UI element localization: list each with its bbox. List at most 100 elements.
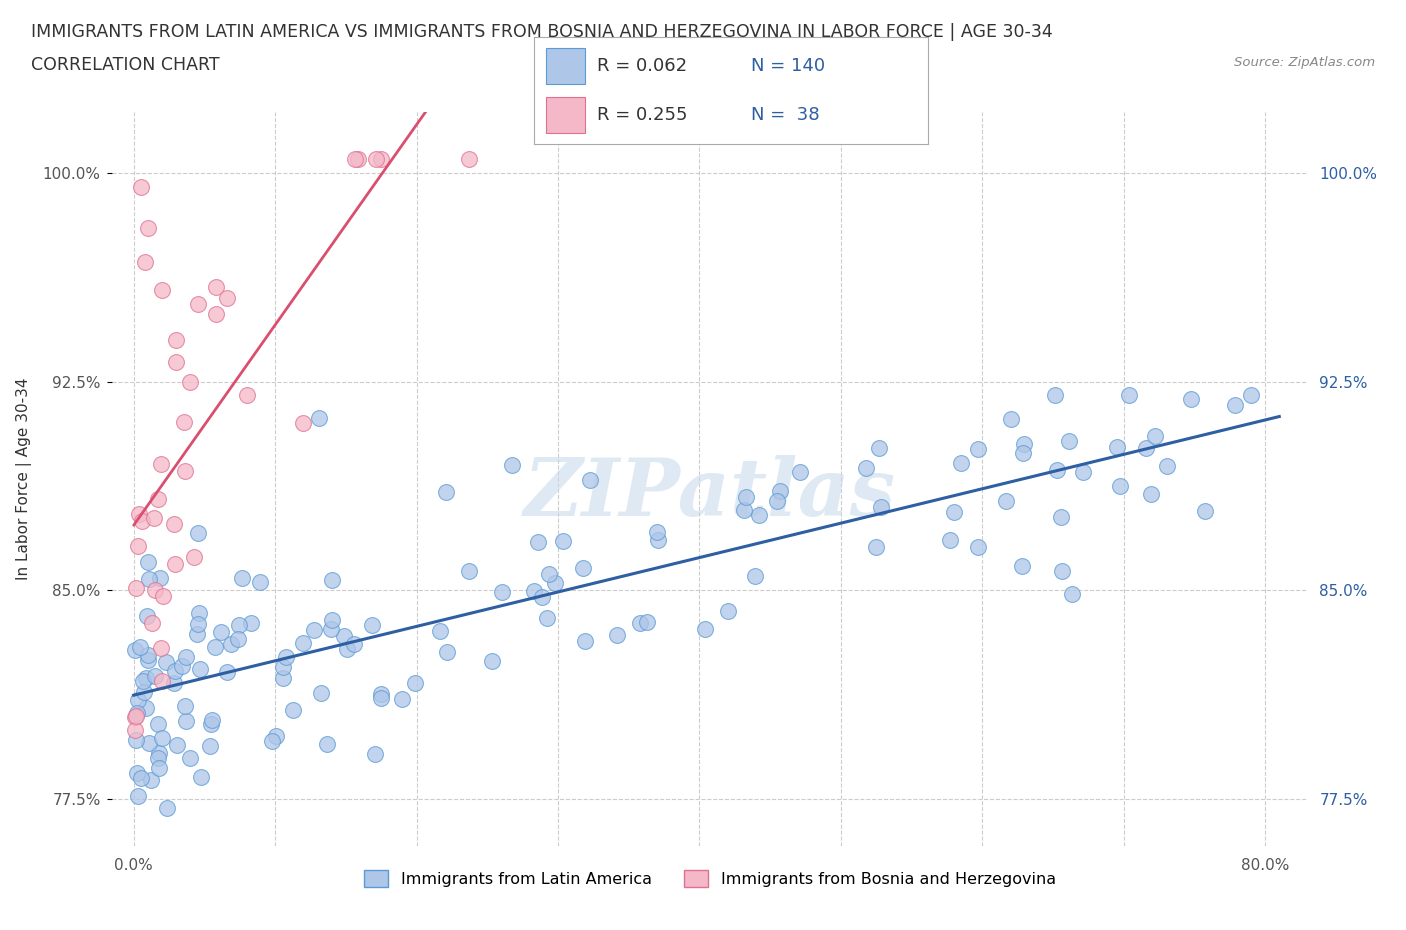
Point — [316, 737, 339, 751]
Point — [364, 152, 387, 166]
Point — [695, 622, 717, 637]
Text: R = 0.062: R = 0.062 — [598, 57, 688, 75]
Point — [128, 507, 150, 522]
Point — [744, 569, 766, 584]
Point — [765, 493, 787, 508]
Point — [370, 152, 392, 166]
Point — [135, 608, 157, 623]
Point — [135, 700, 157, 715]
Point — [143, 669, 166, 684]
Point — [187, 297, 209, 312]
Point — [131, 513, 153, 528]
Point — [205, 279, 228, 294]
Point — [127, 693, 149, 708]
Point — [176, 713, 198, 728]
Point — [1059, 433, 1081, 448]
Point — [789, 464, 811, 479]
Point — [436, 644, 458, 659]
Point — [457, 564, 479, 578]
Point — [239, 615, 262, 630]
Point — [200, 738, 222, 753]
Point — [236, 388, 259, 403]
Point — [308, 411, 330, 426]
Text: ZIPatlas: ZIPatlas — [524, 455, 896, 532]
Point — [1107, 440, 1129, 455]
Point — [1109, 478, 1132, 493]
Point — [129, 640, 152, 655]
Point — [139, 773, 162, 788]
Point — [967, 539, 990, 554]
Point — [264, 728, 287, 743]
Point — [179, 751, 201, 765]
Point — [717, 604, 740, 618]
Point — [1046, 462, 1069, 477]
Point — [165, 332, 187, 347]
Point — [204, 307, 226, 322]
Point — [136, 652, 159, 667]
Point — [124, 723, 146, 737]
Point — [148, 746, 170, 761]
Point — [636, 615, 658, 630]
Point — [186, 626, 208, 641]
Point — [188, 661, 211, 676]
Point — [551, 534, 574, 549]
Point — [142, 511, 165, 525]
Point — [429, 624, 451, 639]
Point — [333, 629, 356, 644]
Point — [173, 698, 195, 713]
Point — [134, 255, 156, 270]
Point — [647, 532, 669, 547]
Point — [187, 605, 209, 620]
Point — [544, 576, 567, 591]
Point — [170, 658, 193, 673]
Point — [136, 554, 159, 569]
Point — [215, 665, 238, 680]
Point — [321, 612, 343, 627]
Point — [190, 770, 212, 785]
Point — [125, 765, 148, 780]
Point — [228, 618, 250, 632]
Point — [302, 622, 325, 637]
Point — [572, 561, 595, 576]
Text: N = 140: N = 140 — [751, 57, 825, 75]
Point — [174, 650, 197, 665]
Point — [347, 152, 370, 166]
Point — [138, 736, 160, 751]
Point — [364, 747, 387, 762]
Point — [274, 649, 297, 664]
Point — [152, 673, 174, 688]
Point — [1011, 559, 1033, 574]
Point — [127, 789, 149, 804]
Point — [149, 641, 172, 656]
Point — [994, 493, 1017, 508]
Point — [174, 463, 197, 478]
Point — [125, 581, 148, 596]
Point — [647, 525, 669, 539]
Point — [735, 490, 758, 505]
Point — [136, 221, 159, 236]
Point — [141, 615, 163, 630]
Point — [966, 442, 988, 457]
FancyBboxPatch shape — [546, 48, 585, 85]
Text: N =  38: N = 38 — [751, 106, 820, 125]
Point — [606, 628, 628, 643]
Point — [1012, 436, 1035, 451]
Point — [530, 589, 553, 604]
Point — [1000, 411, 1022, 426]
Point — [124, 709, 146, 724]
Point — [152, 589, 174, 604]
Point — [434, 485, 457, 499]
Point — [1156, 458, 1178, 473]
Point — [187, 617, 209, 631]
Point — [391, 692, 413, 707]
Point — [231, 570, 253, 585]
Point — [187, 525, 209, 540]
Point — [1073, 464, 1095, 479]
Point — [335, 641, 357, 656]
Point — [769, 484, 792, 498]
Point — [538, 566, 561, 581]
Point — [146, 491, 169, 506]
Point — [221, 636, 243, 651]
Point — [124, 643, 146, 658]
Text: R = 0.255: R = 0.255 — [598, 106, 688, 125]
